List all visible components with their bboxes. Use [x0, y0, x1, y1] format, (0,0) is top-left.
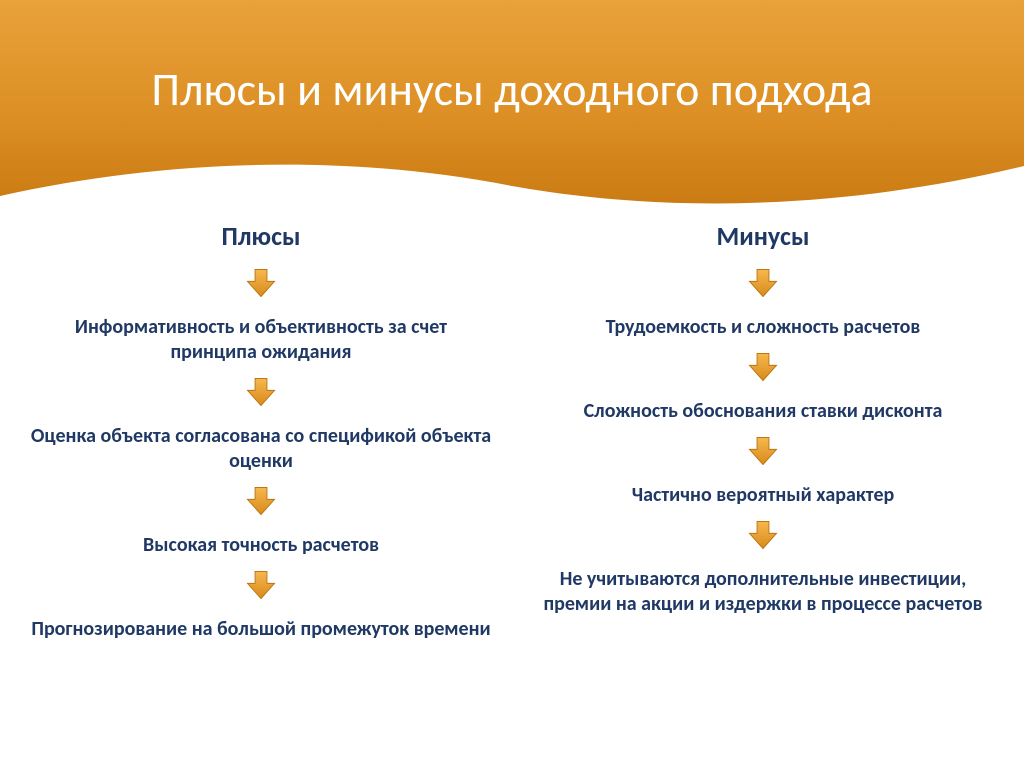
pros-column: Плюсы Информативность и объективность за… — [30, 220, 492, 648]
down-arrow-icon — [244, 266, 278, 305]
cons-item: Не учитываются дополнительные инвестиции… — [532, 567, 994, 617]
down-arrow-icon — [746, 434, 780, 473]
cons-column: Минусы Трудоемкость и сложность расчетов… — [532, 220, 994, 648]
pros-item: Информативность и объективность за счет … — [30, 315, 492, 365]
header-banner: Плюсы и минусы доходного подхода — [0, 0, 1024, 210]
cons-item: Частично вероятный характер — [632, 483, 895, 508]
pros-item: Прогнозирование на большой промежуток вр… — [31, 617, 490, 642]
slide-title: Плюсы и минусы доходного подхода — [111, 64, 912, 147]
cons-title: Минусы — [717, 220, 810, 252]
down-arrow-icon — [244, 375, 278, 414]
content-area: Плюсы Информативность и объективность за… — [0, 210, 1024, 648]
pros-item: Высокая точность расчетов — [143, 533, 379, 558]
down-arrow-icon — [244, 484, 278, 523]
down-arrow-icon — [746, 350, 780, 389]
down-arrow-icon — [746, 518, 780, 557]
cons-item: Сложность обоснования ставки дисконта — [584, 399, 943, 424]
down-arrow-icon — [244, 568, 278, 607]
down-arrow-icon — [746, 266, 780, 305]
pros-title: Плюсы — [221, 220, 300, 252]
wave-divider — [0, 151, 1024, 211]
cons-item: Трудоемкость и сложность расчетов — [606, 315, 921, 340]
pros-item: Оценка объекта согласована со спецификой… — [30, 424, 492, 474]
